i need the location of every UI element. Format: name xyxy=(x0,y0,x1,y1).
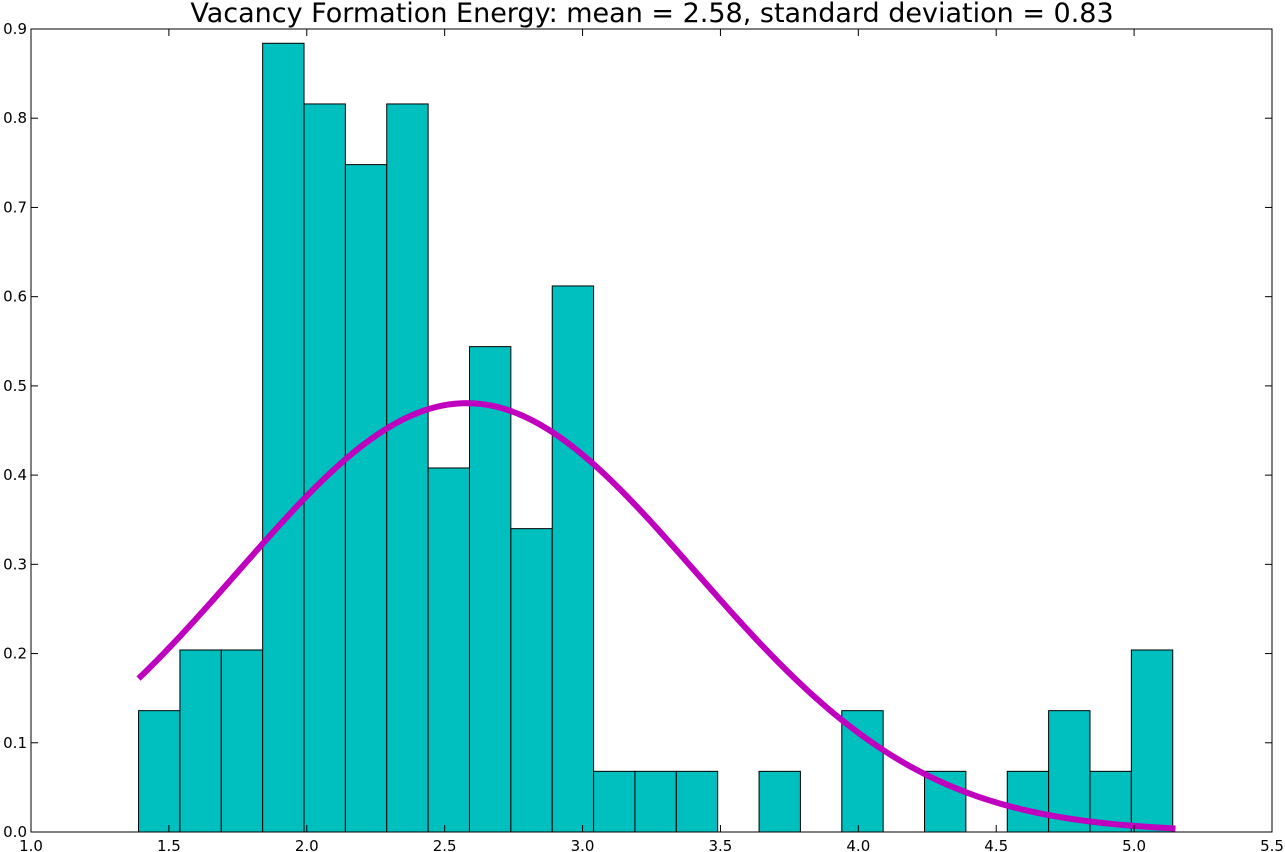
histogram-bar xyxy=(179,649,222,833)
histogram-bar xyxy=(138,710,181,833)
x-tick-label: 4.0 xyxy=(846,837,870,852)
histogram-bar xyxy=(841,710,884,833)
histogram-bar xyxy=(468,346,512,833)
y-tick-label: 0.5 xyxy=(3,377,27,395)
axis-ticks xyxy=(30,28,1273,833)
histogram-bar xyxy=(1130,649,1174,833)
y-tick-label: 0.8 xyxy=(3,109,27,127)
x-tick-label: 4.5 xyxy=(984,837,1008,852)
histogram-bars xyxy=(138,42,1174,833)
histogram-bar xyxy=(758,770,801,833)
chart-title: Vacancy Formation Energy: mean = 2.58, s… xyxy=(190,0,1113,29)
histogram-bar xyxy=(427,467,470,833)
x-tick-label: 5.0 xyxy=(1122,837,1146,852)
y-tick-label: 0.9 xyxy=(3,20,27,38)
y-tick-label: 0.6 xyxy=(3,288,27,306)
normal-fit-curve xyxy=(136,400,1176,832)
y-tick-label: 0.4 xyxy=(3,466,27,484)
histogram-bar xyxy=(220,649,264,833)
y-tick-label: 0.2 xyxy=(3,645,27,663)
histogram-bar xyxy=(593,770,636,833)
x-tick-label: 2.0 xyxy=(295,837,319,852)
histogram-bar xyxy=(675,770,719,833)
histogram-bar xyxy=(924,770,967,833)
y-tick-label: 0.3 xyxy=(3,555,27,573)
histogram-bar xyxy=(1006,770,1050,833)
x-axis-tick-labels: 1.0 1.5 2.0 2.5 3.0 3.5 4.0 4.5 5.0 5.5 xyxy=(19,837,1284,852)
x-tick-label: 1.0 xyxy=(19,837,43,852)
histogram-bar xyxy=(386,103,429,833)
y-tick-label: 0.0 xyxy=(3,823,27,841)
y-axis-tick-labels: 0.0 0.1 0.2 0.3 0.4 0.5 0.6 0.7 0.8 0.9 xyxy=(3,20,27,841)
x-tick-label: 2.5 xyxy=(433,837,457,852)
plot-frame xyxy=(30,28,1273,833)
histogram-bar xyxy=(1048,710,1091,833)
histogram-bar xyxy=(634,770,677,833)
histogram-bar xyxy=(344,164,388,833)
histogram-bar xyxy=(510,528,553,833)
y-tick-label: 0.7 xyxy=(3,198,27,216)
histogram-bar xyxy=(262,42,305,833)
histogram-bar xyxy=(551,285,595,833)
x-tick-label: 5.5 xyxy=(1260,837,1284,852)
x-tick-label: 1.5 xyxy=(157,837,181,852)
x-tick-label: 3.0 xyxy=(571,837,595,852)
x-tick-label: 3.5 xyxy=(709,837,733,852)
y-tick-label: 0.1 xyxy=(3,734,27,752)
